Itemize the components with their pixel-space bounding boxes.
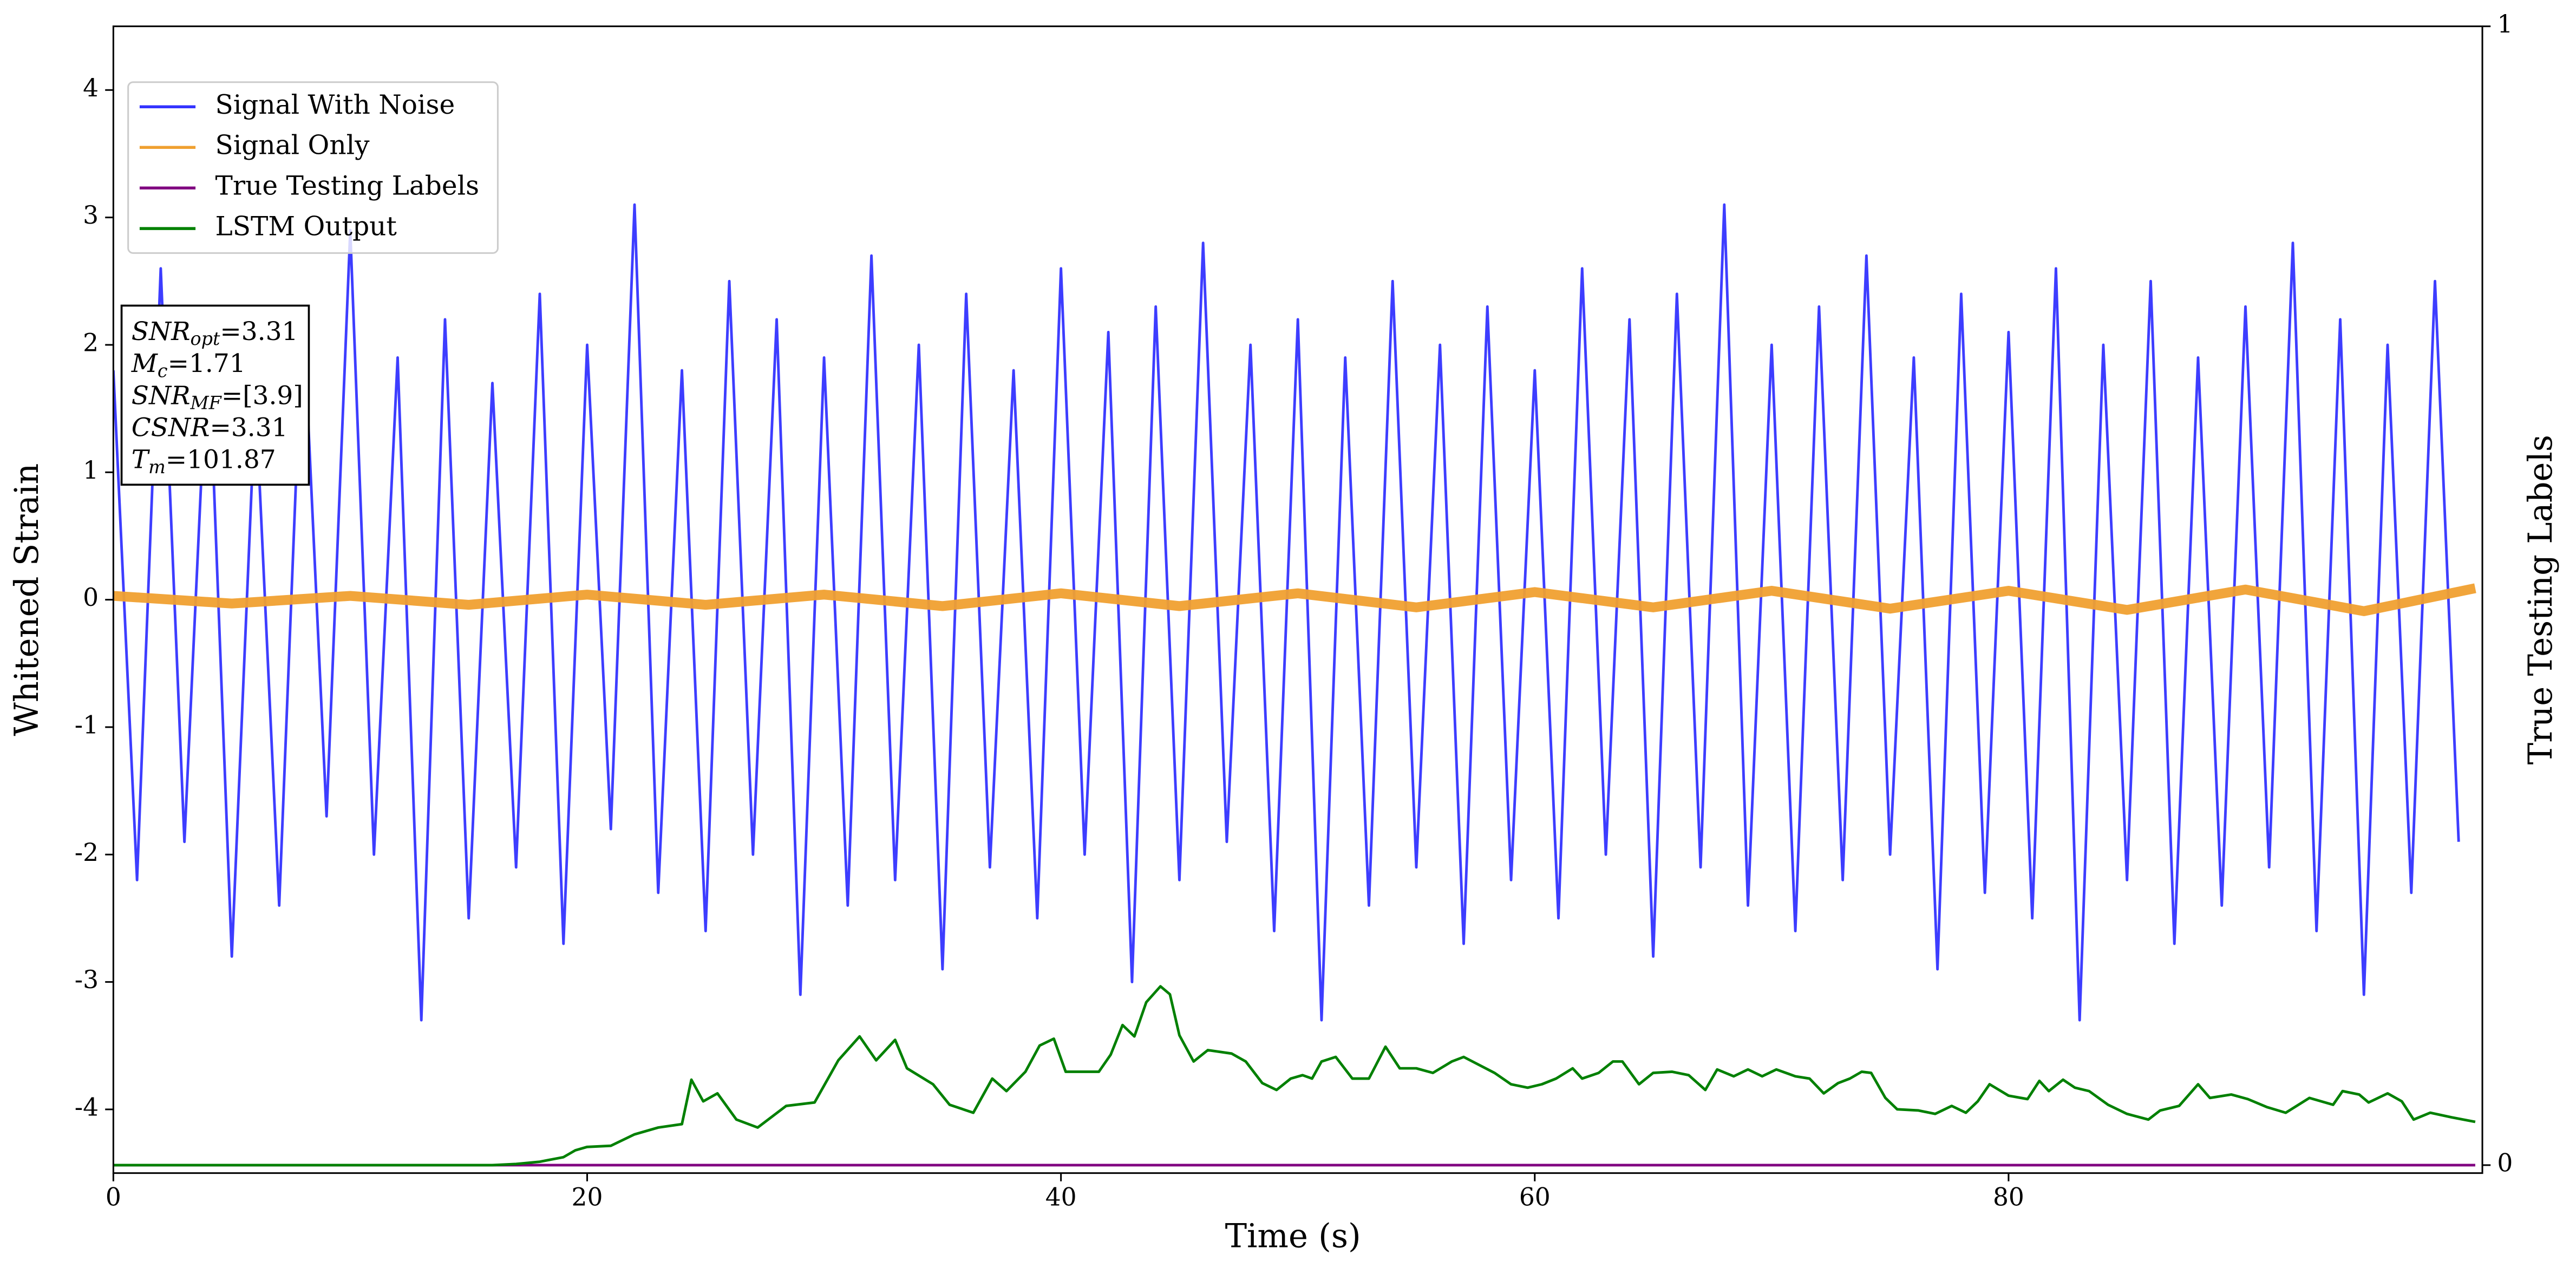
- annotation-value: =[3.9]: [221, 381, 303, 410]
- annotation-name: M: [131, 349, 159, 378]
- annotation-value: =1.71: [168, 349, 246, 378]
- y2-tick-label: 1: [2497, 10, 2513, 38]
- annotation: SNRopt=3.31Mc=1.71SNRMF=[3.9]CSNR=3.31Tm…: [120, 304, 310, 486]
- legend-box: [127, 81, 499, 254]
- annotation-sub: m: [148, 456, 166, 478]
- annotation-value: =3.31: [220, 317, 298, 347]
- annotation-box: [120, 304, 310, 486]
- x-tick-label: 0: [106, 1183, 121, 1212]
- annotation-name: SNR: [132, 381, 191, 410]
- series-line: [113, 583, 2476, 616]
- annotation-text: CSNR=3.31: [132, 413, 288, 443]
- annotation-text: SNRopt=3.31: [132, 317, 298, 349]
- annotation-value: =3.31: [210, 413, 287, 443]
- x-tick-label: 40: [1045, 1183, 1077, 1212]
- legend: Signal With Noise Signal Only True Testing…: [127, 81, 499, 254]
- y-tick-label: -1: [75, 710, 99, 739]
- legend-label: LSTM Output: [215, 212, 397, 242]
- y-tick-label: 1: [83, 456, 99, 485]
- y-tick-label: -3: [75, 965, 99, 994]
- legend-label: Signal Only: [215, 130, 370, 161]
- annotation-name: CSNR: [132, 413, 210, 443]
- annotation-sub: c: [158, 360, 168, 381]
- annotation-name: SNR: [132, 317, 191, 347]
- annotation-text: SNRMF=[3.9]: [132, 381, 303, 413]
- series-line: [113, 985, 2476, 1167]
- plot-area: [113, 203, 2476, 1167]
- y-tick-label: -4: [75, 1093, 99, 1121]
- x-axis-label: Time (s): [1225, 1218, 1361, 1256]
- y-tick-label: 2: [83, 328, 99, 357]
- y-axis-label: Whitened Strain: [8, 463, 46, 736]
- y-tick-label: 3: [83, 201, 99, 230]
- legend-label: Signal With Noise: [215, 90, 455, 120]
- annotation-sub: MF: [190, 393, 223, 414]
- y-tick-label: 4: [83, 74, 99, 102]
- y-tick-label: 0: [83, 583, 99, 612]
- x-tick-label: 60: [1519, 1183, 1551, 1212]
- annotation-text: Mc=1.71: [131, 349, 246, 381]
- y-tick-label: -2: [75, 838, 99, 867]
- annotation-sub: opt: [191, 328, 220, 349]
- annotation-name: T: [132, 445, 151, 475]
- annotation-text: Tm=101.87: [132, 445, 276, 478]
- x-tick-label: 20: [572, 1183, 603, 1212]
- series-line: [113, 203, 2460, 1022]
- y2-tick-label: 0: [2497, 1148, 2513, 1177]
- y2-axis-label: True Testing Labels: [2522, 435, 2560, 765]
- x-tick-label: 80: [1993, 1183, 2024, 1212]
- legend-label: True Testing Labels: [215, 171, 480, 201]
- annotation-value: =101.87: [166, 445, 276, 475]
